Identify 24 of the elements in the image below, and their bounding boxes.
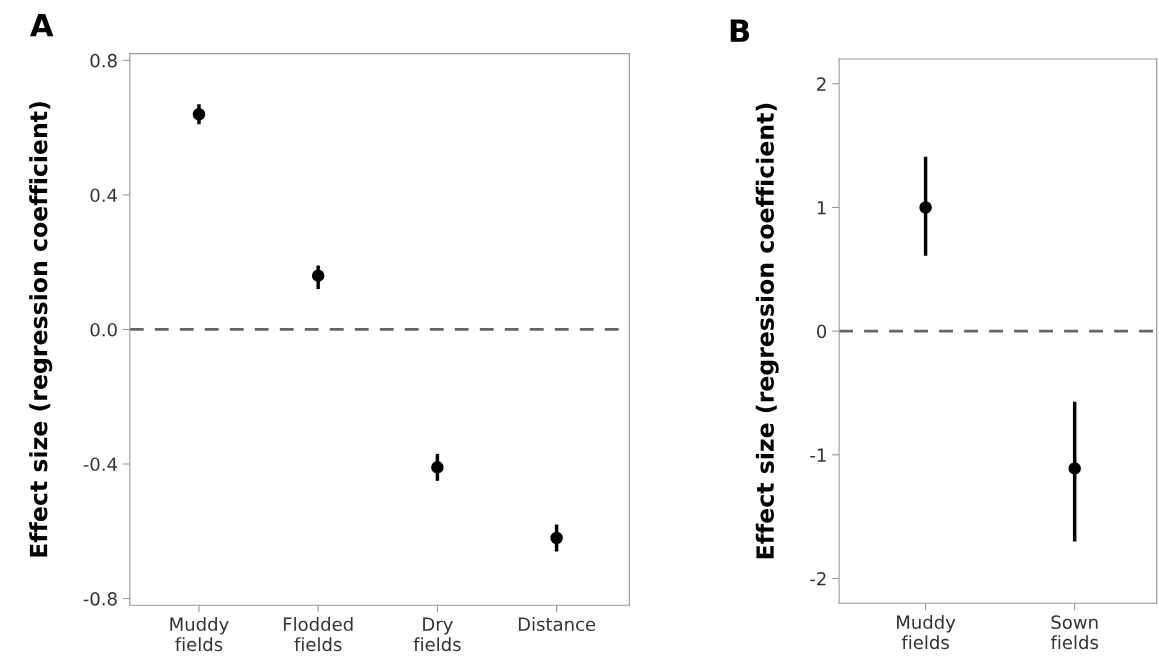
y-tick-label: -1 xyxy=(810,448,826,462)
y-axis-title: Effect size (regression coefficient) xyxy=(755,103,779,559)
x-tick-label: Distance xyxy=(518,617,596,632)
point xyxy=(192,107,206,121)
y-tick-label: 0.8 xyxy=(90,53,117,68)
point xyxy=(431,461,444,474)
y-axis-title: Effect size (regression coefficient) xyxy=(29,102,53,557)
x-tick-label: Muddy fields xyxy=(170,617,229,652)
chart-title: A xyxy=(30,14,54,37)
chart-title: B xyxy=(730,19,750,42)
y-tick-label: 0.4 xyxy=(90,188,117,203)
x-tick-label: Sown fields xyxy=(1050,615,1098,650)
y-tick-label: 0 xyxy=(817,324,827,339)
y-tick-label: 2 xyxy=(817,77,826,91)
y-tick-label: -2 xyxy=(810,571,826,586)
point xyxy=(550,531,563,545)
y-tick-label: -0.8 xyxy=(83,591,117,606)
x-tick-label: Flodded fields xyxy=(283,617,353,652)
y-tick-label: 1 xyxy=(817,201,826,215)
y-tick-label: -0.4 xyxy=(83,457,117,472)
x-tick-label: Muddy fields xyxy=(897,615,956,650)
x-tick-label: Dry fields xyxy=(413,617,461,652)
y-tick-label: 0.0 xyxy=(90,322,117,337)
point xyxy=(311,269,325,282)
